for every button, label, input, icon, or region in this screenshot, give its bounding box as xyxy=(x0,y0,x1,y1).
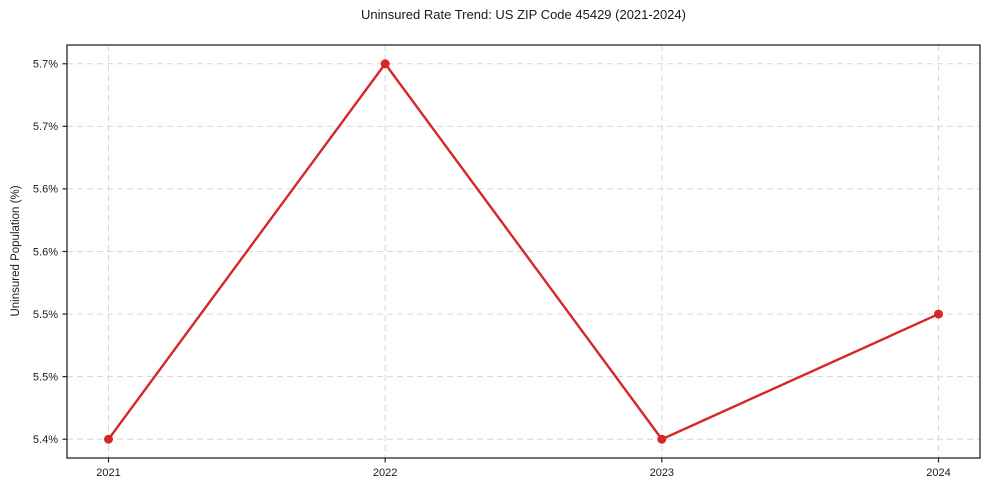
y-tick-label: 5.5% xyxy=(33,371,58,383)
chart-title: Uninsured Rate Trend: US ZIP Code 45429 … xyxy=(361,7,686,22)
data-point-marker xyxy=(934,309,943,319)
y-tick-label: 5.4% xyxy=(33,434,58,446)
x-tick-label: 2023 xyxy=(650,467,674,479)
trend-line xyxy=(107,62,940,441)
y-tick-label: 5.5% xyxy=(33,309,58,321)
x-tick-label: 2021 xyxy=(96,467,120,479)
y-tick-label: 5.6% xyxy=(33,246,58,258)
x-tick-label: 2024 xyxy=(926,467,950,479)
y-tick-label: 5.7% xyxy=(33,121,58,133)
data-point-marker xyxy=(657,434,667,444)
data-point-marker xyxy=(380,59,390,69)
x-tick-label: 2022 xyxy=(373,467,397,479)
y-tick-label: 5.7% xyxy=(33,59,58,71)
data-point-marker xyxy=(104,434,113,444)
y-tick-label: 5.6% xyxy=(33,184,58,196)
